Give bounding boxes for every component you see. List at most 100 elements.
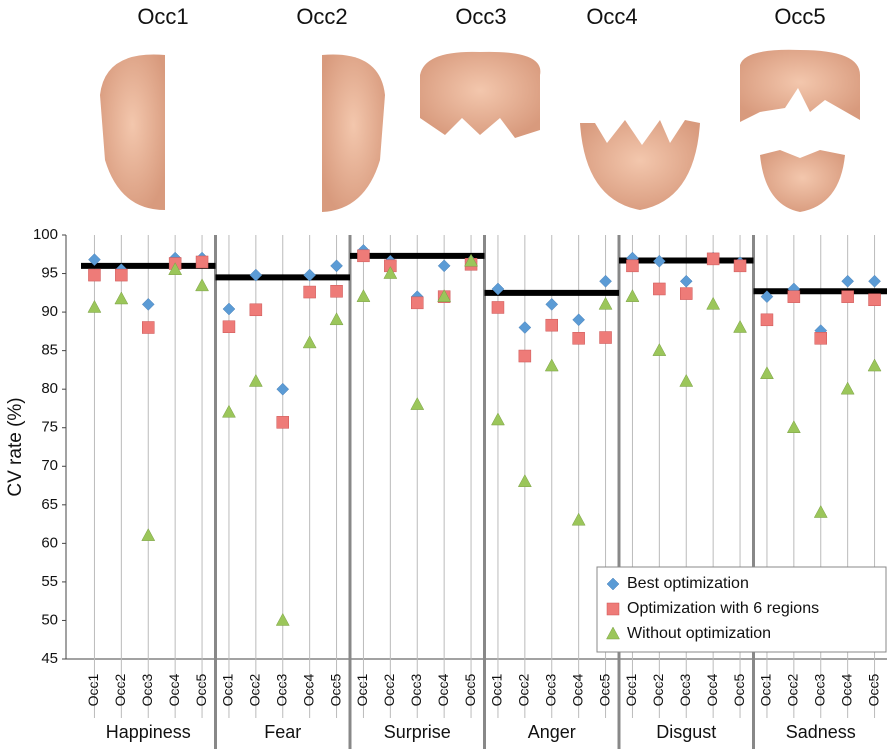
x-tick-label: Occ4	[166, 673, 182, 706]
square-marker	[277, 416, 289, 428]
occlusion-title: Occ5	[774, 4, 825, 29]
diamond-marker	[142, 298, 154, 310]
square-marker	[115, 269, 127, 281]
group-label: Surprise	[384, 722, 451, 742]
square-marker	[761, 314, 773, 326]
triangle-marker	[599, 297, 612, 309]
face-occ3	[420, 52, 540, 138]
diamond-marker	[519, 322, 531, 334]
legend-label: Optimization with 6 regions	[627, 600, 819, 617]
x-tick-label: Occ4	[704, 673, 720, 706]
x-tick-label: Occ2	[247, 673, 263, 706]
group-label: Sadness	[786, 722, 856, 742]
diamond-marker	[331, 260, 343, 272]
x-tick-label: Occ1	[758, 673, 774, 706]
square-marker	[331, 285, 343, 297]
face-occ2	[322, 55, 385, 213]
y-tick-label: 95	[41, 265, 58, 282]
triangle-marker	[760, 367, 773, 379]
square-marker	[788, 291, 800, 303]
x-tick-label: Occ3	[811, 673, 827, 706]
occlusion-title: Occ2	[296, 4, 347, 29]
x-tick-label: Occ4	[569, 673, 585, 706]
triangle-marker	[626, 290, 639, 302]
square-marker	[492, 301, 504, 313]
face-occ1	[100, 55, 165, 211]
y-tick-label: 90	[41, 303, 58, 320]
x-tick-label: Occ1	[85, 673, 101, 706]
diamond-marker	[680, 275, 692, 287]
triangle-marker	[330, 313, 343, 325]
square-marker	[707, 253, 719, 265]
y-tick-label: 55	[41, 573, 58, 590]
y-tick-label: 65	[41, 496, 58, 513]
triangle-marker	[841, 382, 854, 394]
legend-label: Best optimization	[627, 575, 749, 592]
x-tick-label: Occ4	[838, 673, 854, 706]
x-tick-label: Occ2	[650, 673, 666, 706]
square-marker	[734, 260, 746, 272]
square-marker	[607, 603, 619, 615]
face-occ5-top	[740, 50, 860, 122]
x-tick-label: Occ5	[193, 673, 209, 706]
x-tick-label: Occ2	[516, 673, 532, 706]
y-tick-label: 85	[41, 342, 58, 359]
diamond-marker	[842, 275, 854, 287]
x-tick-label: Occ3	[273, 673, 289, 706]
x-tick-label: Occ3	[542, 673, 558, 706]
triangle-marker	[88, 300, 101, 312]
square-marker	[842, 291, 854, 303]
triangle-marker	[545, 359, 558, 371]
square-marker	[88, 269, 100, 281]
x-tick-label: Occ1	[623, 673, 639, 706]
x-tick-label: Occ5	[731, 673, 747, 706]
occlusion-title: Occ3	[455, 4, 506, 29]
diamond-marker	[438, 260, 450, 272]
square-marker	[250, 304, 262, 316]
triangle-marker	[680, 374, 693, 386]
group-label: Happiness	[106, 722, 191, 742]
y-tick-label: 70	[41, 457, 58, 474]
triangle-marker	[491, 413, 504, 425]
x-tick-label: Occ3	[408, 673, 424, 706]
x-tick-label: Occ1	[354, 673, 370, 706]
diamond-marker	[277, 383, 289, 395]
x-tick-label: Occ5	[865, 673, 881, 706]
diamond-marker	[653, 255, 665, 267]
triangle-marker	[115, 292, 128, 304]
y-tick-label: 50	[41, 611, 58, 628]
y-tick-label: 45	[41, 650, 58, 667]
legend-label: Without optimization	[627, 625, 771, 642]
face-occ5-bottom	[760, 150, 845, 212]
diamond-marker	[546, 298, 558, 310]
square-marker	[357, 250, 369, 262]
x-tick-label: Occ1	[220, 673, 236, 706]
group-label: Disgust	[656, 722, 716, 742]
x-tick-label: Occ5	[596, 673, 612, 706]
group-label: Anger	[528, 722, 576, 742]
square-marker	[546, 319, 558, 331]
x-tick-label: Occ3	[139, 673, 155, 706]
y-tick-label: 60	[41, 534, 58, 551]
x-tick-label: Occ2	[112, 673, 128, 706]
triangle-marker	[249, 374, 262, 386]
x-tick-label: Occ1	[489, 673, 505, 706]
triangle-marker	[222, 405, 235, 417]
square-marker	[142, 322, 154, 334]
square-marker	[680, 288, 692, 300]
triangle-marker	[518, 475, 531, 487]
chart: CV rate (%) Occ1Occ2Occ3Occ4Occ545505560…	[0, 0, 887, 749]
triangle-marker	[868, 359, 881, 371]
square-marker	[196, 256, 208, 268]
square-marker	[223, 321, 235, 333]
occlusion-title: Occ4	[586, 4, 637, 29]
diamond-marker	[600, 275, 612, 287]
square-marker	[411, 297, 423, 309]
x-tick-label: Occ2	[381, 673, 397, 706]
square-marker	[653, 283, 665, 295]
triangle-marker	[196, 279, 209, 291]
triangle-marker	[357, 290, 370, 302]
triangle-marker	[572, 513, 585, 525]
triangle-marker	[653, 344, 666, 356]
triangle-marker	[787, 421, 800, 433]
